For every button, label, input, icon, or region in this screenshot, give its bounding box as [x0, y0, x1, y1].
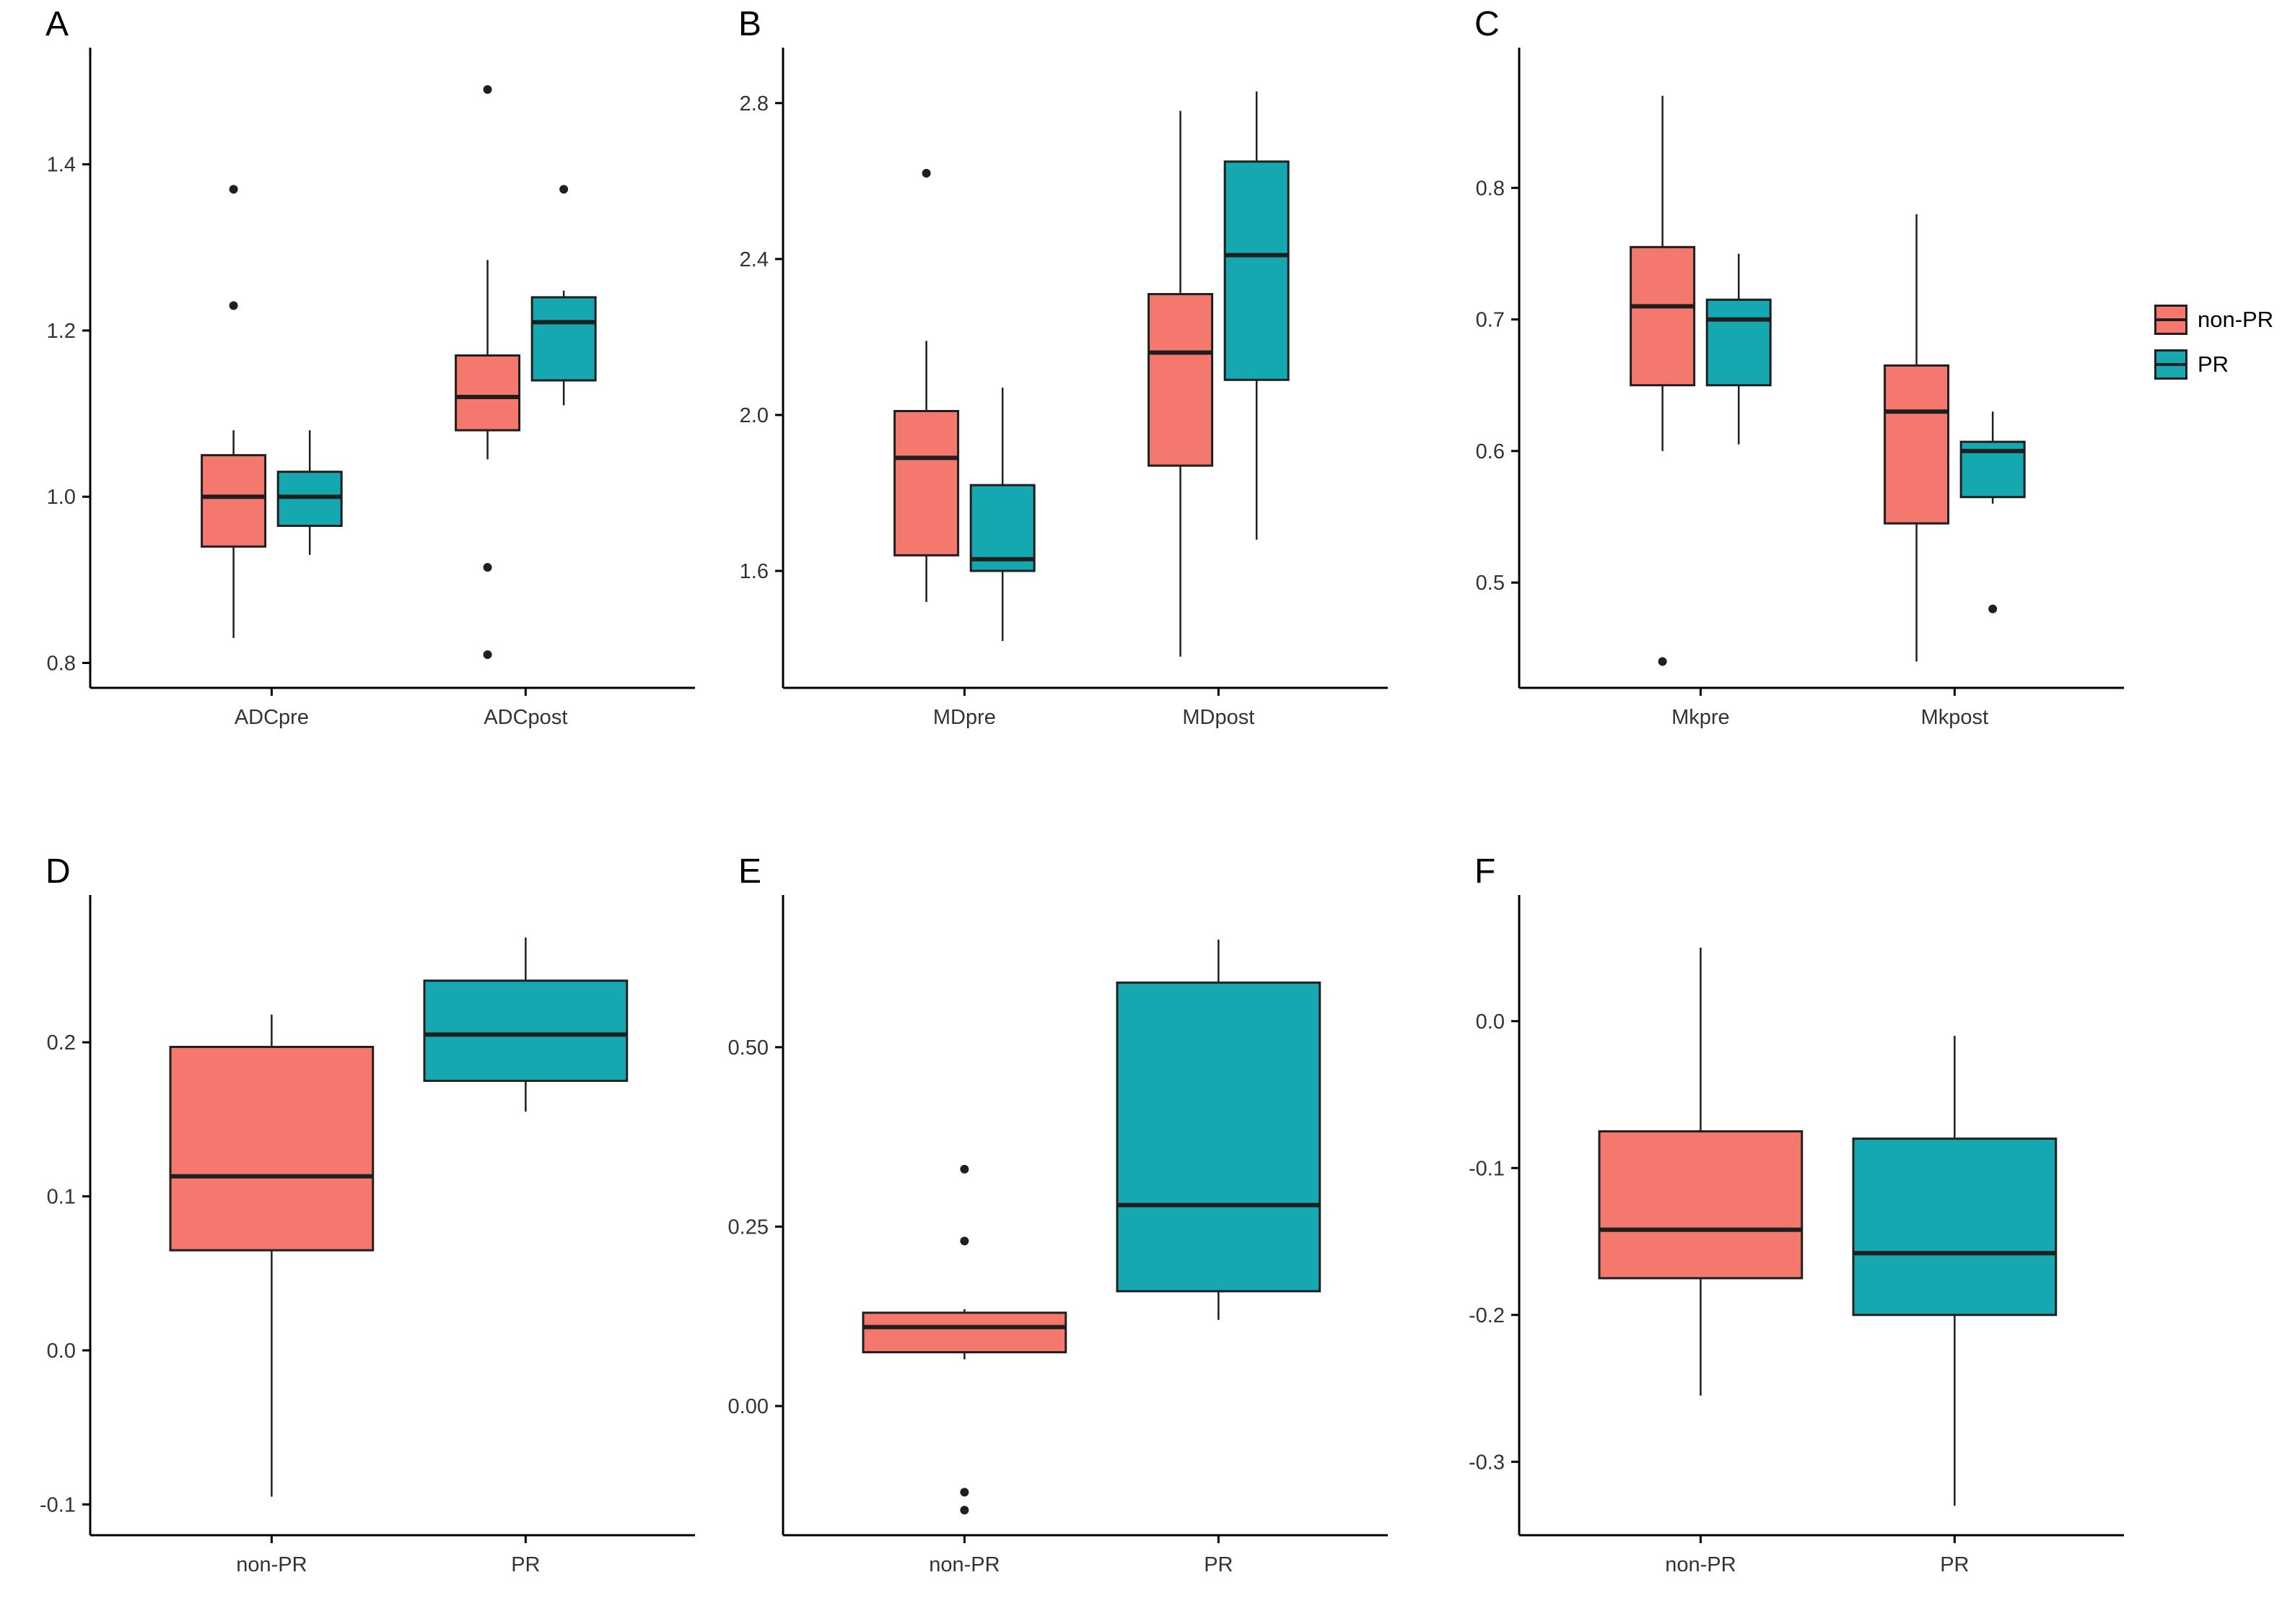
- svg-text:non-PR: non-PR: [236, 1553, 307, 1576]
- panel-a: A 0.8 1.0 1.2 1.4 ADCpre ADCpost: [18, 4, 704, 777]
- svg-text:Mkpre: Mkpre: [1671, 706, 1730, 729]
- panel-label-c: C: [1474, 5, 1500, 43]
- svg-text:0.00: 0.00: [728, 1395, 769, 1418]
- legend-item-non-pr: non-PR: [2154, 305, 2273, 335]
- panel-e: E 0.00 0.25 0.50 non-PR PR: [711, 852, 1396, 1624]
- svg-text:1.6: 1.6: [740, 560, 769, 583]
- legend-label-pr: PR: [2198, 352, 2229, 377]
- svg-text:non-PR: non-PR: [1665, 1553, 1736, 1576]
- svg-text:PR: PR: [511, 1553, 540, 1576]
- panel-c: C 0.5 0.6 0.7 0.8 Mkpre Mkpost: [1447, 4, 2133, 777]
- svg-text:0.25: 0.25: [728, 1215, 769, 1239]
- boxplot-svg-e: 0.00 0.25 0.50 non-PR PR: [728, 895, 1388, 1576]
- svg-text:-0.1: -0.1: [40, 1493, 76, 1516]
- svg-text:PR: PR: [1204, 1553, 1233, 1576]
- svg-text:0.1: 0.1: [47, 1185, 76, 1208]
- legend-key-non-pr-icon: [2154, 305, 2187, 335]
- svg-text:2.8: 2.8: [740, 92, 769, 115]
- svg-text:Mkpost: Mkpost: [1921, 706, 1988, 729]
- svg-text:-0.3: -0.3: [1469, 1451, 1505, 1474]
- svg-text:2.0: 2.0: [740, 404, 769, 427]
- svg-text:1.4: 1.4: [47, 154, 76, 177]
- svg-text:0.8: 0.8: [47, 652, 76, 675]
- panel-b: B 1.6 2.0 2.4 2.8 MDpre MDpost: [711, 4, 1396, 777]
- svg-text:0.2: 0.2: [47, 1031, 76, 1055]
- panel-label-d: D: [45, 852, 71, 891]
- svg-text:ADCpre: ADCpre: [235, 706, 309, 729]
- legend-item-pr: PR: [2154, 349, 2273, 380]
- svg-text:1.2: 1.2: [47, 320, 76, 343]
- boxplot-svg-b: 1.6 2.0 2.4 2.8 MDpre MDpost: [740, 48, 1388, 729]
- svg-text:ADCpost: ADCpost: [484, 706, 567, 729]
- panel-label-f: F: [1474, 852, 1496, 891]
- svg-text:-0.1: -0.1: [1469, 1157, 1505, 1180]
- svg-text:non-PR: non-PR: [929, 1553, 1000, 1576]
- svg-text:0.0: 0.0: [1476, 1010, 1505, 1034]
- svg-text:MDpre: MDpre: [933, 706, 996, 729]
- panel-label-a: A: [45, 5, 69, 43]
- panel-label-e: E: [738, 852, 762, 891]
- svg-text:0.0: 0.0: [47, 1340, 76, 1363]
- svg-text:MDpost: MDpost: [1182, 706, 1254, 729]
- boxplot-svg-f: 0.0 -0.1 -0.2 -0.3 non-PR PR: [1469, 895, 2124, 1576]
- panel-d: D -0.1 0.0 0.1 0.2 non-PR PR: [18, 852, 704, 1624]
- panel-label-b: B: [738, 5, 762, 43]
- legend: non-PR PR: [2154, 305, 2273, 380]
- svg-text:1.0: 1.0: [47, 486, 76, 509]
- svg-text:0.5: 0.5: [1476, 572, 1505, 595]
- svg-text:2.4: 2.4: [740, 248, 769, 271]
- svg-text:0.8: 0.8: [1476, 177, 1505, 200]
- svg-text:-0.2: -0.2: [1469, 1304, 1505, 1327]
- boxplot-svg-c: 0.5 0.6 0.7 0.8 Mkpre Mkpost: [1476, 48, 2124, 729]
- svg-text:0.6: 0.6: [1476, 440, 1505, 463]
- panel-f: F 0.0 -0.1 -0.2 -0.3 non-PR PR: [1447, 852, 2133, 1624]
- svg-text:0.50: 0.50: [728, 1036, 769, 1060]
- boxplot-svg-d: -0.1 0.0 0.1 0.2 non-PR PR: [40, 895, 695, 1576]
- svg-text:PR: PR: [1940, 1553, 1969, 1576]
- legend-label-non-pr: non-PR: [2198, 307, 2274, 332]
- legend-key-pr-icon: [2154, 349, 2187, 380]
- boxplot-svg-a: 0.8 1.0 1.2 1.4 ADCpre ADCpost: [47, 48, 695, 729]
- svg-text:0.7: 0.7: [1476, 309, 1505, 332]
